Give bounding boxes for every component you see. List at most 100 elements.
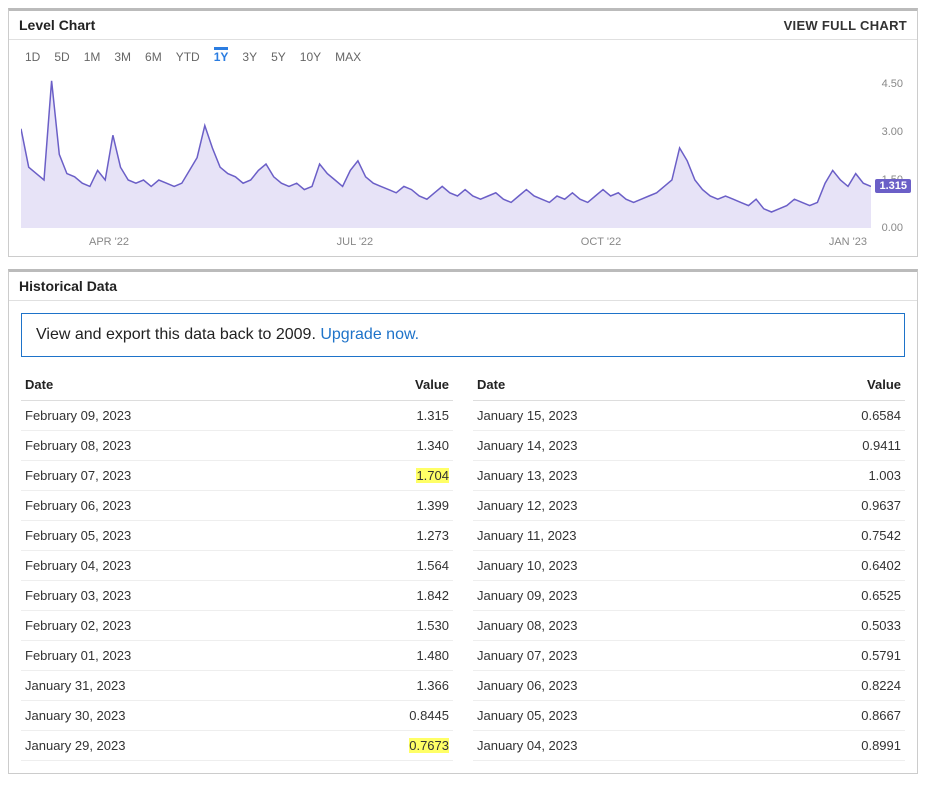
- cell-date: February 04, 2023: [21, 551, 326, 581]
- chart-panel-header: Level Chart VIEW FULL CHART: [9, 11, 917, 40]
- current-value-badge: 1.315: [875, 179, 911, 193]
- table-row: February 03, 20231.842: [21, 581, 453, 611]
- range-1m[interactable]: 1M: [84, 50, 101, 64]
- cell-value: 1.273: [326, 521, 453, 551]
- cell-date: February 02, 2023: [21, 611, 326, 641]
- table-row: January 10, 20230.6402: [473, 551, 905, 581]
- range-5d[interactable]: 5D: [54, 50, 69, 64]
- range-1y[interactable]: 1Y: [214, 47, 229, 64]
- cell-date: January 15, 2023: [473, 401, 773, 431]
- range-10y[interactable]: 10Y: [300, 50, 321, 64]
- table-row: January 30, 20230.8445: [21, 701, 453, 731]
- table-row: January 14, 20230.9411: [473, 431, 905, 461]
- cell-date: February 09, 2023: [21, 401, 326, 431]
- table-row: January 07, 20230.5791: [473, 641, 905, 671]
- table-row: January 13, 20231.003: [473, 461, 905, 491]
- cell-date: January 07, 2023: [473, 641, 773, 671]
- x-tick: APR '22: [89, 236, 129, 248]
- table-row: February 01, 20231.480: [21, 641, 453, 671]
- range-3m[interactable]: 3M: [114, 50, 131, 64]
- table-row: January 05, 20230.8667: [473, 701, 905, 731]
- cell-date: January 09, 2023: [473, 581, 773, 611]
- cell-date: February 03, 2023: [21, 581, 326, 611]
- cell-value: 0.7673: [326, 731, 453, 761]
- table-row: January 09, 20230.6525: [473, 581, 905, 611]
- table-row: February 05, 20231.273: [21, 521, 453, 551]
- cell-value: 1.480: [326, 641, 453, 671]
- x-axis-labels: APR '22JUL '22OCT '22JAN '23: [9, 232, 917, 256]
- level-chart-panel: Level Chart VIEW FULL CHART 1D 5D 1M 3M 6M YT…: [8, 8, 918, 257]
- cell-date: February 06, 2023: [21, 491, 326, 521]
- cell-value: 1.366: [326, 671, 453, 701]
- level-chart-svg[interactable]: [21, 68, 871, 228]
- range-6m[interactable]: 6M: [145, 50, 162, 64]
- x-tick: JUL '22: [337, 236, 374, 248]
- historical-data-panel: Historical Data View and export this dat…: [8, 269, 918, 774]
- cell-value: 1.842: [326, 581, 453, 611]
- cell-value: 0.5791: [773, 641, 905, 671]
- table-row: February 02, 20231.530: [21, 611, 453, 641]
- y-tick: 3.00: [882, 126, 903, 138]
- cell-date: February 05, 2023: [21, 521, 326, 551]
- cell-date: February 07, 2023: [21, 461, 326, 491]
- col-date: Date: [21, 369, 326, 401]
- cell-value: 1.704: [326, 461, 453, 491]
- cell-value: 1.399: [326, 491, 453, 521]
- cell-date: January 30, 2023: [21, 701, 326, 731]
- table-row: February 06, 20231.399: [21, 491, 453, 521]
- cell-value: 0.8991: [773, 731, 905, 761]
- cell-value: 1.003: [773, 461, 905, 491]
- table-row: January 12, 20230.9637: [473, 491, 905, 521]
- cell-value: 1.564: [326, 551, 453, 581]
- cell-date: February 08, 2023: [21, 431, 326, 461]
- cell-value: 0.8445: [326, 701, 453, 731]
- table-row: January 11, 20230.7542: [473, 521, 905, 551]
- table-row: February 07, 20231.704: [21, 461, 453, 491]
- x-tick: JAN '23: [829, 236, 867, 248]
- range-selector: 1D 5D 1M 3M 6M YTD 1Y 3Y 5Y 10Y MAX: [9, 40, 917, 68]
- table-row: February 08, 20231.340: [21, 431, 453, 461]
- cell-value: 1.340: [326, 431, 453, 461]
- range-3y[interactable]: 3Y: [242, 50, 257, 64]
- col-value: Value: [773, 369, 905, 401]
- y-tick: 4.50: [882, 78, 903, 90]
- range-5y[interactable]: 5Y: [271, 50, 286, 64]
- table-row: January 15, 20230.6584: [473, 401, 905, 431]
- table-row: January 08, 20230.5033: [473, 611, 905, 641]
- col-value: Value: [326, 369, 453, 401]
- data-table-left: Date Value February 09, 20231.315Februar…: [21, 369, 453, 761]
- range-1d[interactable]: 1D: [25, 50, 40, 64]
- table-row: January 29, 20230.7673: [21, 731, 453, 761]
- col-date: Date: [473, 369, 773, 401]
- chart-title: Level Chart: [19, 17, 95, 33]
- cell-value: 0.9637: [773, 491, 905, 521]
- upgrade-link[interactable]: Upgrade now.: [320, 326, 419, 343]
- view-full-chart-link[interactable]: VIEW FULL CHART: [784, 18, 907, 33]
- upgrade-text: View and export this data back to 2009.: [36, 326, 320, 343]
- cell-date: January 11, 2023: [473, 521, 773, 551]
- table-row: February 04, 20231.564: [21, 551, 453, 581]
- cell-date: January 10, 2023: [473, 551, 773, 581]
- cell-date: January 31, 2023: [21, 671, 326, 701]
- cell-date: January 14, 2023: [473, 431, 773, 461]
- cell-date: January 06, 2023: [473, 671, 773, 701]
- range-ytd[interactable]: YTD: [176, 50, 200, 64]
- cell-date: January 08, 2023: [473, 611, 773, 641]
- cell-date: January 05, 2023: [473, 701, 773, 731]
- cell-date: January 04, 2023: [473, 731, 773, 761]
- upgrade-callout: View and export this data back to 2009. …: [21, 313, 905, 357]
- range-max[interactable]: MAX: [335, 50, 361, 64]
- cell-date: February 01, 2023: [21, 641, 326, 671]
- cell-date: January 12, 2023: [473, 491, 773, 521]
- cell-value: 0.5033: [773, 611, 905, 641]
- cell-value: 0.6525: [773, 581, 905, 611]
- cell-value: 0.6584: [773, 401, 905, 431]
- cell-value: 0.7542: [773, 521, 905, 551]
- cell-value: 1.315: [326, 401, 453, 431]
- table-row: February 09, 20231.315: [21, 401, 453, 431]
- cell-value: 1.530: [326, 611, 453, 641]
- data-panel-header: Historical Data: [9, 272, 917, 301]
- data-title: Historical Data: [19, 278, 117, 294]
- table-row: January 04, 20230.8991: [473, 731, 905, 761]
- cell-value: 0.8224: [773, 671, 905, 701]
